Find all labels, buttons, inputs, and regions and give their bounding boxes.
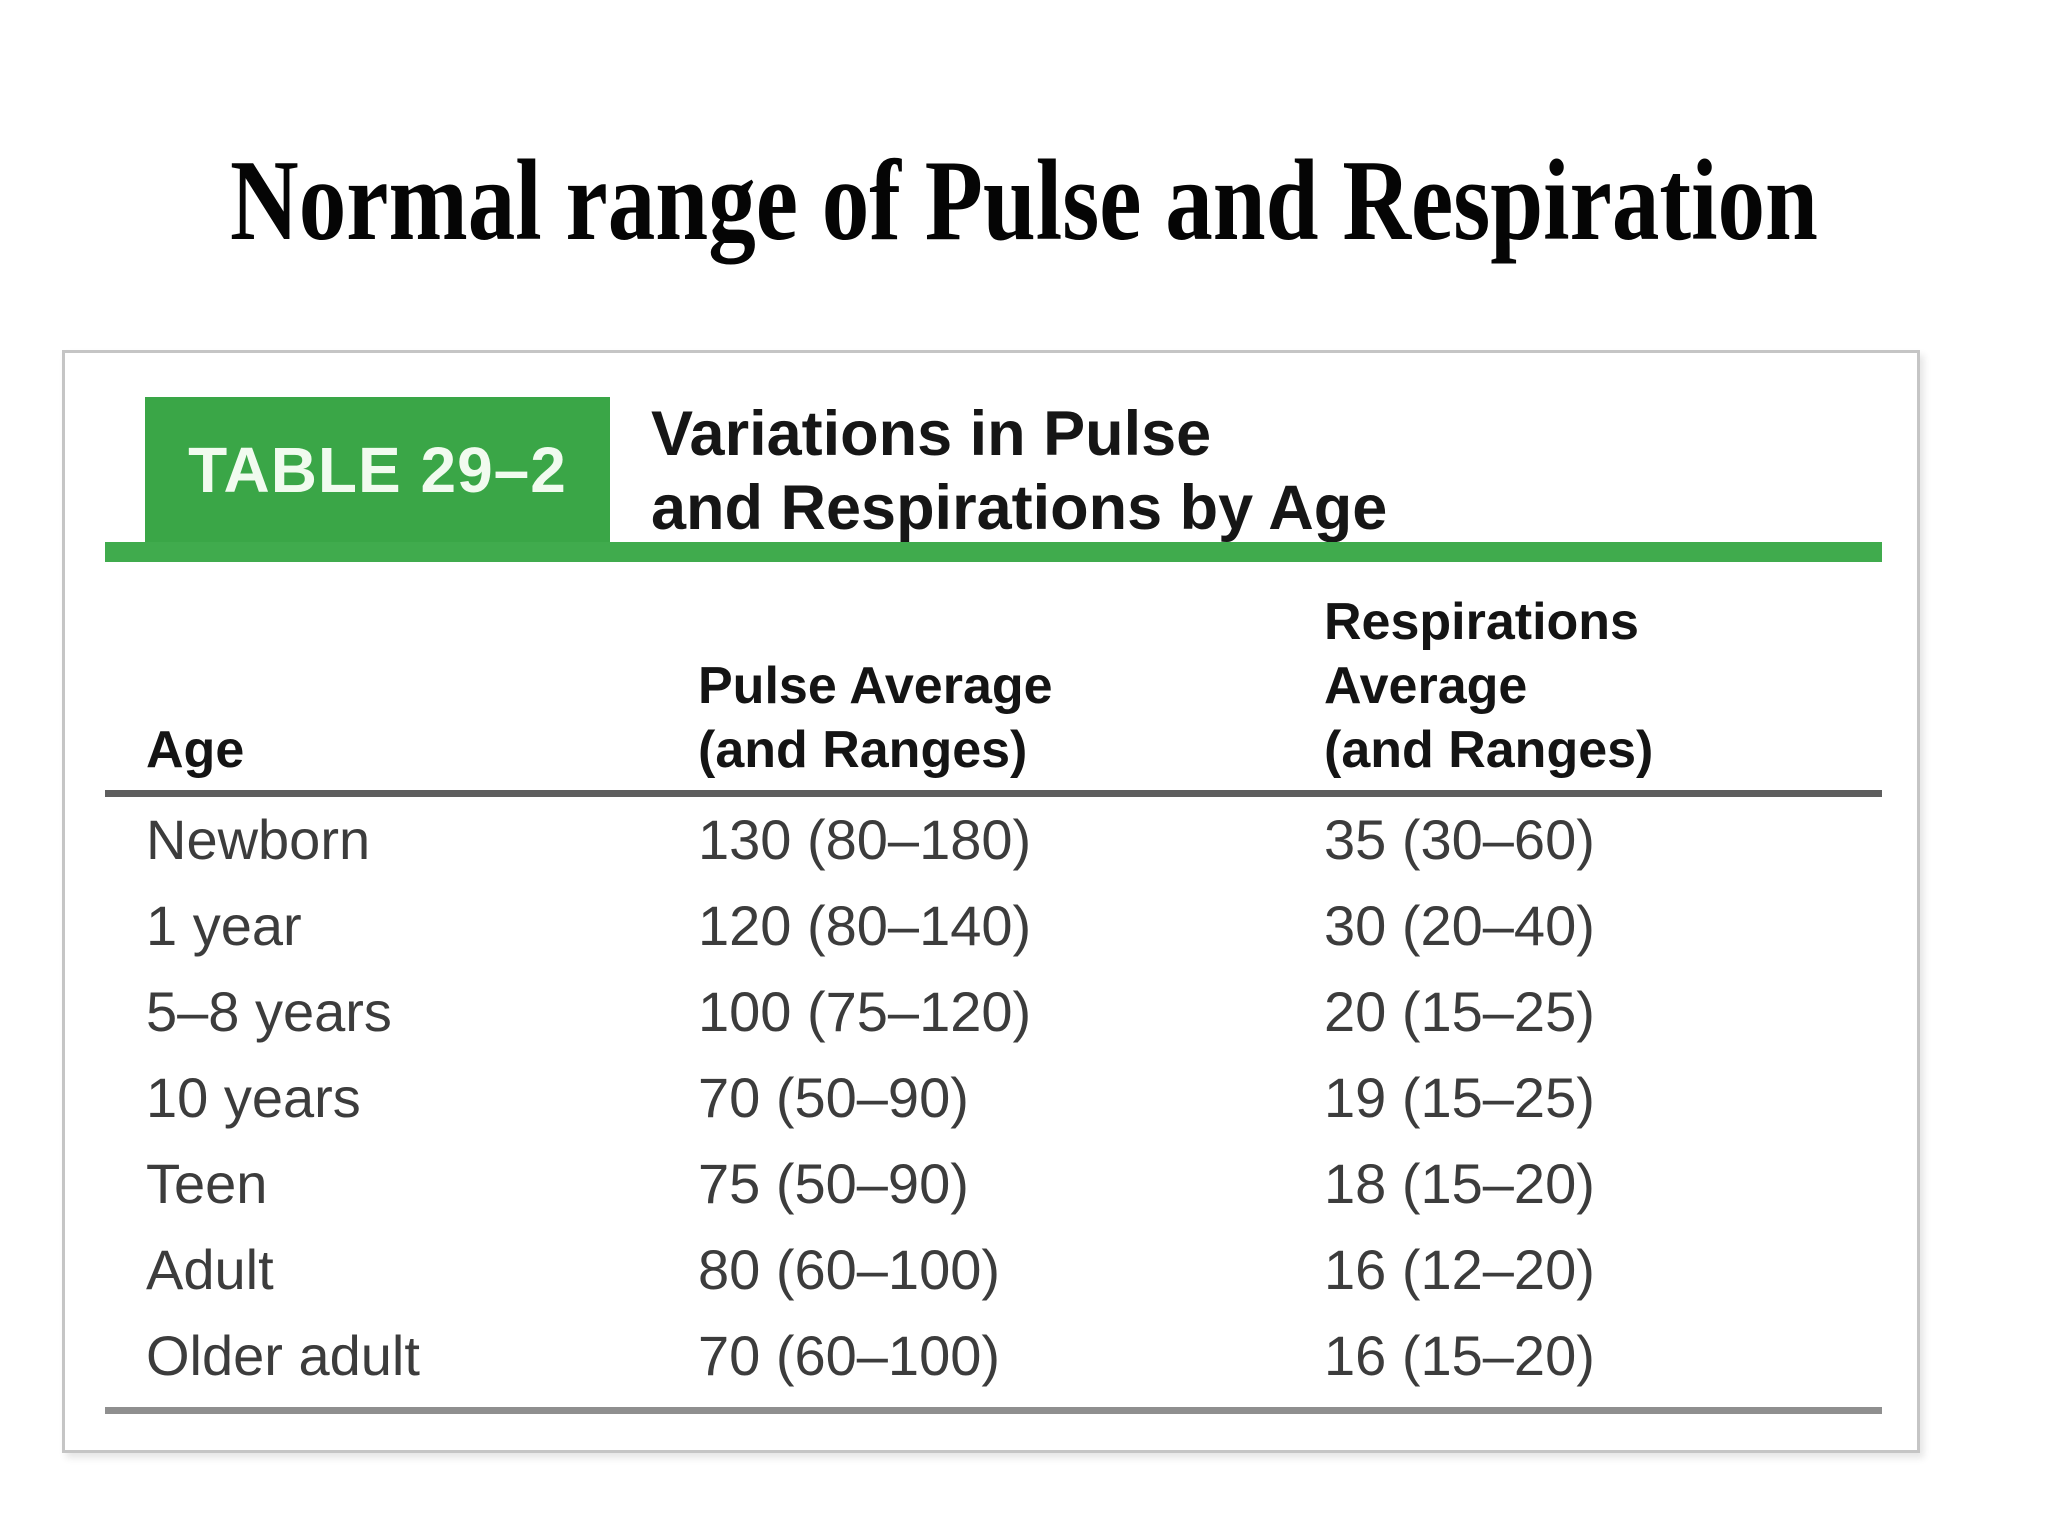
table-tag-label: TABLE 29–2 xyxy=(188,433,567,506)
respirations-cell: 35 (30–60) xyxy=(1324,808,1595,871)
pulse-cell: 130 (80–180) xyxy=(698,808,1032,871)
table-panel: TABLE 29–2 Variations in Pulse and Respi… xyxy=(62,350,1920,1453)
pulse-cell: 70 (50–90) xyxy=(698,1066,969,1129)
column-header-respirations: Respirations Average (and Ranges) xyxy=(1324,590,1653,782)
age-cell: 10 years xyxy=(146,1066,361,1129)
page-title: Normal range of Pulse and Respiration xyxy=(230,137,1818,265)
age-cell: 1 year xyxy=(146,894,302,957)
column-header-pulse-line1: Pulse Average xyxy=(698,657,1053,715)
column-header-pulse: Pulse Average (and Ranges) xyxy=(698,654,1053,782)
age-cell: Newborn xyxy=(146,808,371,871)
column-header-pulse-line2: (and Ranges) xyxy=(698,721,1028,779)
age-cell: 5–8 years xyxy=(146,980,392,1043)
green-divider-bar xyxy=(105,542,1882,562)
table-row: 10 years 70 (50–90) 19 (15–25) xyxy=(105,1055,1882,1141)
table-row: 5–8 years 100 (75–120) 20 (15–25) xyxy=(105,969,1882,1055)
table-caption-line1: Variations in Pulse xyxy=(651,399,1212,469)
respirations-cell: 20 (15–25) xyxy=(1324,980,1595,1043)
column-header-age-line: Age xyxy=(146,721,245,779)
header-rule xyxy=(105,790,1882,797)
pulse-cell: 100 (75–120) xyxy=(698,980,1032,1043)
respirations-cell: 19 (15–25) xyxy=(1324,1066,1595,1129)
table-tag: TABLE 29–2 xyxy=(145,397,610,542)
table-rows: Newborn 130 (80–180) 35 (30–60) 1 year 120 (… xyxy=(105,797,1882,1399)
pulse-cell: 70 (60–100) xyxy=(698,1324,1001,1387)
respirations-cell: 18 (15–20) xyxy=(1324,1152,1595,1215)
table-caption-line2: and Respirations by Age xyxy=(651,473,1388,543)
table-caption: Variations in Pulse and Respirations by … xyxy=(651,397,1387,545)
column-header-respirations-line1: Respirations xyxy=(1324,593,1639,651)
respirations-cell: 16 (12–20) xyxy=(1324,1238,1595,1301)
age-cell: Teen xyxy=(146,1152,268,1215)
table-row: Adult 80 (60–100) 16 (12–20) xyxy=(105,1227,1882,1313)
table-row: 1 year 120 (80–140) 30 (20–40) xyxy=(105,883,1882,969)
age-cell: Adult xyxy=(146,1238,274,1301)
column-header-respirations-line3: (and Ranges) xyxy=(1324,721,1654,779)
table-row: Older adult 70 (60–100) 16 (15–20) xyxy=(105,1313,1882,1399)
respirations-cell: 16 (15–20) xyxy=(1324,1324,1595,1387)
table-row: Newborn 130 (80–180) 35 (30–60) xyxy=(105,797,1882,883)
pulse-cell: 120 (80–140) xyxy=(698,894,1032,957)
table-row: Teen 75 (50–90) 18 (15–20) xyxy=(105,1141,1882,1227)
table-head: Age Pulse Average (and Ranges) Respirati… xyxy=(105,553,1882,790)
column-header-respirations-line2: Average xyxy=(1324,657,1528,715)
pulse-cell: 80 (60–100) xyxy=(698,1238,1001,1301)
bottom-rule xyxy=(105,1407,1882,1414)
respirations-cell: 30 (20–40) xyxy=(1324,894,1595,957)
column-header-age: Age xyxy=(146,718,244,782)
pulse-cell: 75 (50–90) xyxy=(698,1152,969,1215)
age-cell: Older adult xyxy=(146,1324,420,1387)
